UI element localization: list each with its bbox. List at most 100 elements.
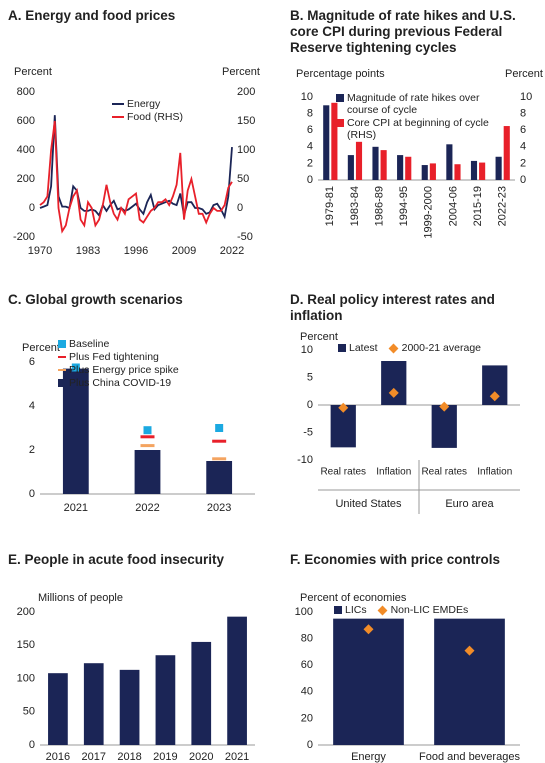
bar — [429, 163, 436, 180]
bar — [431, 405, 457, 448]
y-tick-label: 40 — [301, 686, 313, 698]
y-tick-label: 5 — [307, 371, 313, 383]
chart-title: E. People in acute food insecurity — [8, 552, 225, 567]
bar — [119, 669, 140, 745]
y-tick-label: 20 — [301, 712, 313, 724]
y-tick-label: -10 — [297, 454, 313, 466]
x-tick-label: 2021 — [225, 751, 249, 763]
marker-diamond — [439, 401, 450, 412]
legend-item: 2000-21 average — [388, 342, 481, 354]
y2-axis-label: Percent — [505, 68, 543, 80]
y-tick-label: 6 — [29, 356, 35, 368]
chart-title: C. Global growth scenarios — [8, 292, 183, 307]
y-tick-label: 0 — [307, 739, 313, 751]
y2-tick-label: 0 — [237, 202, 243, 214]
y-axis-label: Percentage points — [296, 68, 385, 80]
y-axis-label: Percent — [22, 342, 60, 354]
bar — [372, 146, 379, 180]
y2-tick-label: 6 — [520, 124, 526, 136]
legend: Energy Food (RHS) — [112, 98, 183, 123]
x-tick-label: 2009 — [172, 245, 196, 257]
legend-swatch — [112, 103, 124, 105]
bar — [495, 156, 502, 180]
bar — [381, 361, 407, 405]
y-tick-label: 6 — [307, 124, 313, 136]
y2-tick-label: 4 — [520, 141, 526, 153]
y-tick-label: 4 — [307, 141, 313, 153]
y2-tick-label: 100 — [237, 144, 255, 156]
y-tick-label: 8 — [307, 108, 313, 120]
y-axis-label: Percent — [300, 331, 338, 343]
x-tick-label: 2021 — [64, 502, 88, 514]
legend-item: Plus Fed tightening — [58, 351, 179, 363]
legend-swatch — [58, 356, 66, 358]
y2-tick-label: -50 — [237, 231, 253, 243]
bar — [331, 102, 338, 180]
legend-item: Magnitude of rate hikes over course of c… — [336, 92, 511, 116]
bar — [380, 150, 387, 180]
y-tick-label: -5 — [303, 426, 313, 438]
group-label: United States — [335, 498, 402, 510]
bar — [333, 618, 404, 745]
legend-swatch — [336, 119, 344, 127]
legend-label: Plus Energy price spike — [69, 364, 179, 376]
legend-label: Non-LIC EMDEs — [390, 604, 469, 616]
x-tick-label: 2015-19 — [472, 186, 484, 226]
bar — [454, 164, 461, 180]
series-line — [39, 120, 233, 234]
legend-label: Latest — [349, 342, 378, 354]
legend-swatch — [336, 94, 344, 102]
bar — [446, 144, 453, 180]
marker-diamond — [388, 387, 399, 398]
legend: Magnitude of rate hikes over course of c… — [336, 92, 511, 141]
y-tick-label: 0 — [307, 399, 313, 411]
x-tick-label: 2022 — [135, 502, 159, 514]
x-tick-label: 1983-84 — [349, 186, 361, 226]
x-tick-label: 2023 — [207, 502, 231, 514]
y-tick-label: 200 — [17, 606, 35, 618]
legend-swatch — [377, 605, 388, 616]
x-tick-label: Food and beverages — [419, 751, 520, 763]
legend-item: Energy — [112, 98, 183, 110]
y2-tick-label: 8 — [520, 108, 526, 120]
y2-tick-label: 50 — [237, 173, 249, 185]
marker-square — [143, 426, 152, 435]
legend-item: Latest — [338, 342, 378, 354]
y-tick-label: 150 — [17, 639, 35, 651]
bar — [191, 641, 212, 745]
x-tick-label: 1999-2000 — [423, 186, 435, 239]
x-tick-label: 1996 — [124, 245, 148, 257]
y2-tick-label: 2 — [520, 157, 526, 169]
x-tick-label: 2017 — [82, 751, 106, 763]
legend-label: Baseline — [69, 338, 110, 350]
marker-diamond — [464, 645, 475, 656]
y-tick-label: 10 — [301, 344, 313, 356]
legend-item: LICs — [334, 604, 367, 616]
bar — [470, 160, 478, 180]
y-axis-label: Millions of people — [38, 592, 123, 604]
legend-item: Core CPI at beginning of cycle (RHS) — [336, 117, 511, 141]
x-tick-label: Inflation — [477, 467, 512, 478]
x-tick-label: Real rates — [421, 467, 467, 478]
x-tick-label: 2020 — [189, 751, 213, 763]
bar — [503, 126, 510, 180]
chart-title: F. Economies with price controls — [290, 552, 501, 567]
bar — [62, 368, 89, 494]
chart-title: B. Magnitude of rate hikes and U.S. core… — [290, 8, 516, 55]
legend-item: Baseline — [58, 338, 179, 350]
y-tick-label: -200 — [13, 231, 35, 243]
x-tick-label: 2018 — [117, 751, 141, 763]
legend-label: 2000-21 average — [401, 342, 482, 354]
legend: Latest 2000-21 average — [338, 342, 481, 354]
y2-tick-label: 150 — [237, 115, 255, 127]
bar — [355, 141, 363, 180]
legend: Baseline Plus Fed tightening Plus Energy p… — [58, 338, 179, 389]
legend-swatch — [334, 606, 342, 614]
y-tick-label: 80 — [301, 633, 313, 645]
legend-swatch — [388, 343, 399, 354]
legend-swatch — [58, 340, 66, 348]
chart-title: D. Real policy interest rates and inflat… — [290, 292, 495, 323]
legend-label: Plus Fed tightening — [69, 351, 159, 363]
